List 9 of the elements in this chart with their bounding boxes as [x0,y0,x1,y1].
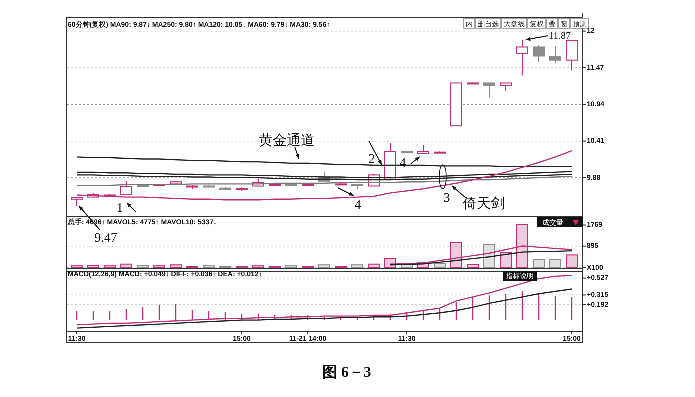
annotation: 9.47 [94,230,118,245]
caption: 图 6－3 [322,365,372,381]
annotation: 3 [444,190,450,205]
annotation: 1 [116,200,124,215]
annotation: 2 [368,151,376,166]
annotation: 4 [354,197,362,212]
annotation: 黄金通道 [259,133,315,149]
annotation: 倚天剑 [463,196,505,212]
annotation: 11.87 [548,31,572,42]
